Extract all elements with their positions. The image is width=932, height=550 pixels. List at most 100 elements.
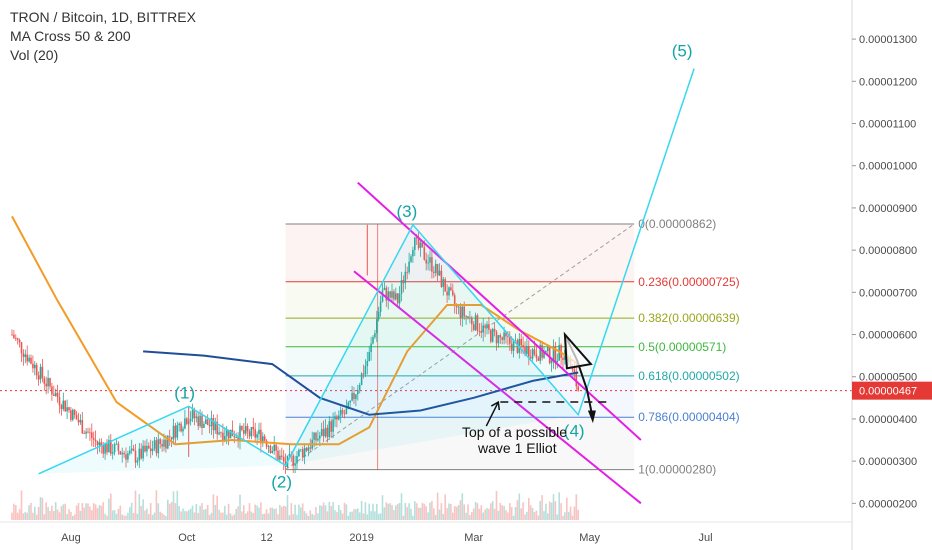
candle-body (168, 435, 171, 437)
ma-cross-indicator-label[interactable]: MA Cross 50 & 200 (10, 28, 131, 44)
candle-body (45, 383, 47, 387)
volume-bar (148, 514, 150, 520)
candle-body (330, 421, 332, 432)
volume-bar (474, 501, 477, 520)
volume-indicator-label[interactable]: Vol (20) (10, 47, 59, 63)
volume-bar (571, 515, 574, 520)
candle-body (110, 440, 112, 454)
volume-bar (37, 506, 40, 520)
candle-body (300, 449, 302, 451)
candle-body (191, 409, 194, 419)
candle-body (282, 456, 285, 462)
volume-bar (180, 511, 182, 520)
candle-body (478, 331, 481, 332)
volume-bar (178, 506, 180, 520)
candle-body (526, 345, 528, 355)
fib-level-label: 0.382(0.00000639) (638, 311, 739, 325)
volume-bar (317, 513, 319, 520)
candle-body (262, 436, 264, 444)
wave-label: (2) (271, 472, 292, 491)
drawings: (1) (2) (3) (4) (5) (38, 42, 695, 505)
x-tick-label: Mar (464, 532, 483, 544)
candle-body (227, 429, 230, 439)
candle-body (34, 364, 36, 369)
candle-body (13, 334, 15, 339)
volume-bar (307, 515, 310, 520)
volume-bar (189, 508, 192, 520)
volume-bar (516, 500, 519, 520)
candle-body (421, 242, 424, 248)
candle-body (556, 360, 559, 363)
volume-bar (491, 501, 494, 520)
volume-bar (440, 503, 443, 520)
candle-body (303, 448, 306, 458)
candle-body (163, 439, 165, 447)
volume-bar (193, 512, 196, 520)
candle-body (220, 432, 222, 434)
volume-bar (305, 513, 308, 520)
candle-body (172, 425, 175, 440)
volume-bar (144, 510, 146, 520)
volume-bar (349, 511, 351, 520)
candle-body (216, 421, 218, 435)
volume-bar (531, 507, 534, 520)
candle-body (535, 354, 538, 358)
volume-bar (146, 508, 148, 520)
volume-bar (273, 508, 275, 520)
candle-body (322, 429, 325, 437)
wave-label: (5) (672, 42, 693, 61)
candle-body (178, 423, 180, 426)
volume-bar (425, 506, 427, 520)
volume-bar (248, 503, 251, 520)
volume-bar (537, 515, 540, 520)
candle-body (520, 338, 522, 346)
candle-body (89, 432, 91, 434)
candle-body (351, 392, 353, 401)
fib-level-label: 1(0.00000280) (638, 463, 716, 477)
volume-bar (421, 502, 424, 520)
volume-bar (480, 505, 483, 520)
volume-bar (56, 509, 59, 520)
volume-bar (47, 507, 49, 520)
candle-body (440, 270, 443, 287)
symbol-title[interactable]: TRON / Bitcoin, 1D, BITTREX (10, 9, 196, 25)
candle-body (39, 366, 42, 380)
candle-body (400, 280, 403, 294)
volume-bar (545, 503, 547, 520)
volume-bar (488, 508, 490, 520)
volume-bar (227, 503, 230, 520)
volume-bar (132, 513, 135, 520)
volume-bar (376, 503, 378, 520)
volume-bar (332, 502, 334, 520)
candle-body (461, 306, 464, 319)
candle-body (469, 317, 471, 319)
volume-bar (503, 505, 505, 520)
volume-bar (34, 506, 36, 520)
candle-body (512, 340, 515, 351)
volume-bar (28, 505, 30, 520)
candle-body (347, 402, 350, 409)
volume-bar (229, 513, 232, 520)
volume-bar (284, 506, 287, 520)
volume-bar (360, 501, 363, 520)
candle-body (182, 428, 184, 432)
volume-bar (319, 505, 321, 520)
candle-body (374, 333, 376, 338)
volume-bar (461, 493, 464, 520)
candle-body (102, 445, 104, 454)
candle-body (189, 418, 192, 422)
volume-bar (58, 512, 61, 520)
candle-body (58, 397, 61, 406)
volume-bar (20, 490, 23, 520)
volume-bar (136, 513, 139, 520)
candlestick-series (11, 224, 579, 474)
volume-bar (326, 511, 329, 520)
volume-bar (275, 508, 277, 520)
volume-bar (66, 513, 68, 520)
candle-body (505, 332, 507, 337)
candle-body (385, 287, 388, 301)
candle-body (309, 447, 312, 449)
volume-bar (448, 503, 450, 520)
volume-bar (539, 501, 541, 520)
